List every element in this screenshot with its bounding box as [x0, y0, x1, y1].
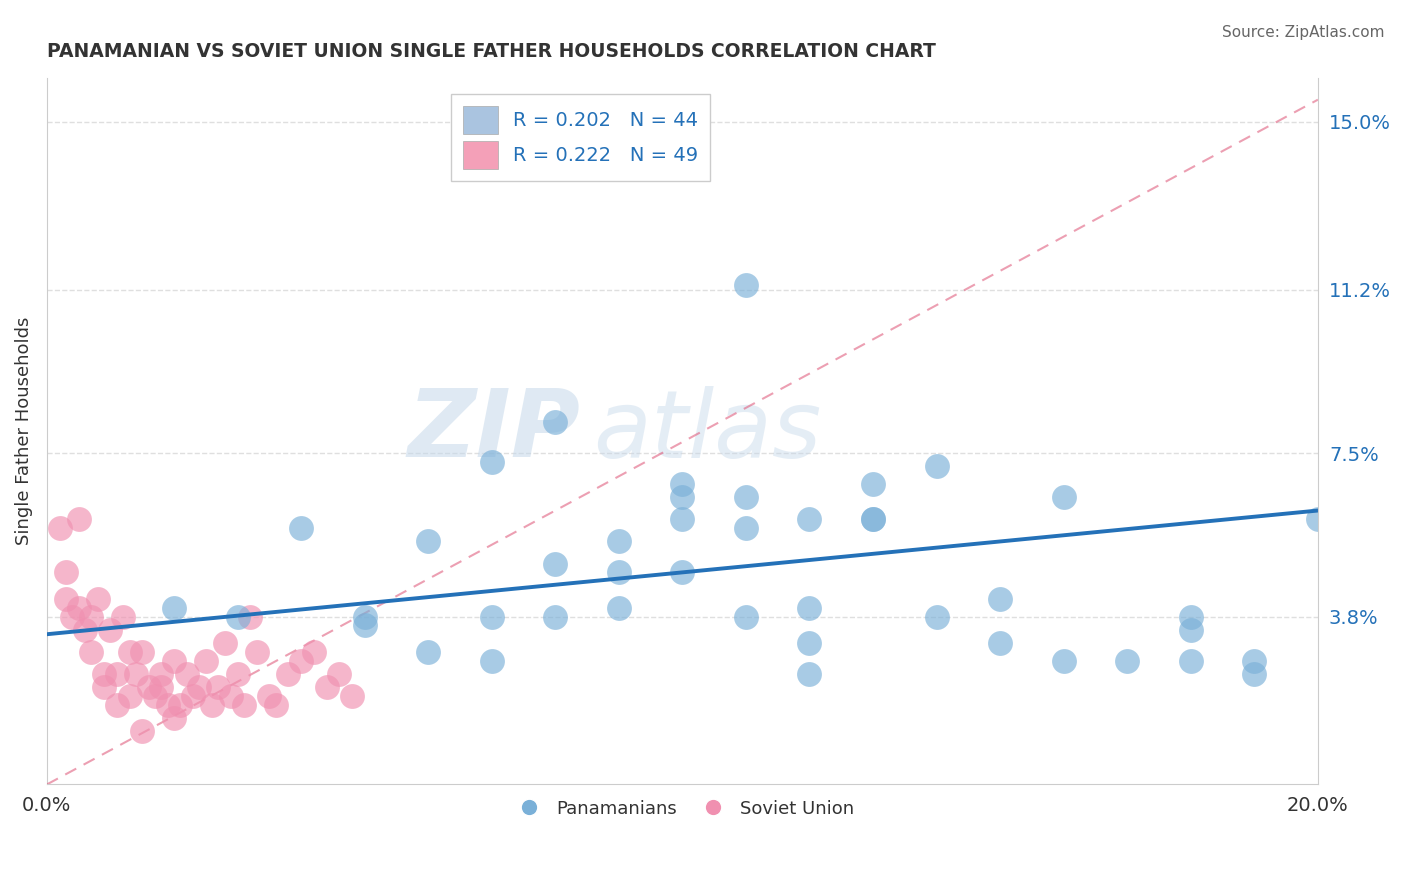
Point [188, 680, 211, 694]
Point [131, 645, 153, 659]
Point [1116, 654, 1139, 668]
Point [1243, 667, 1265, 681]
Point [988, 636, 1011, 650]
Point [544, 415, 567, 429]
Point [55, 591, 77, 606]
Point [799, 512, 821, 526]
Point [290, 521, 312, 535]
Point [1180, 654, 1202, 668]
Point [353, 609, 375, 624]
Point [1180, 623, 1202, 637]
Point [315, 680, 337, 694]
Point [264, 698, 287, 712]
Point [328, 667, 350, 681]
Text: PANAMANIAN VS SOVIET UNION SINGLE FATHER HOUSEHOLDS CORRELATION CHART: PANAMANIAN VS SOVIET UNION SINGLE FATHER… [46, 42, 936, 61]
Text: Source: ZipAtlas.com: Source: ZipAtlas.com [1222, 25, 1385, 40]
Point [93, 680, 115, 694]
Point [735, 521, 758, 535]
Point [112, 609, 135, 624]
Text: atlas: atlas [593, 385, 821, 476]
Point [87, 591, 110, 606]
Point [481, 455, 503, 469]
Point [544, 557, 567, 571]
Point [246, 645, 269, 659]
Point [55, 566, 77, 580]
Y-axis label: Single Father Households: Single Father Households [15, 317, 32, 545]
Point [735, 609, 758, 624]
Point [125, 667, 148, 681]
Point [1243, 654, 1265, 668]
Point [671, 477, 693, 491]
Point [48, 521, 70, 535]
Point [1306, 512, 1329, 526]
Point [118, 689, 141, 703]
Point [214, 636, 236, 650]
Point [671, 566, 693, 580]
Point [219, 689, 242, 703]
Point [105, 698, 128, 712]
Point [163, 654, 186, 668]
Point [226, 667, 249, 681]
Point [226, 609, 249, 624]
Point [671, 512, 693, 526]
Point [799, 600, 821, 615]
Point [418, 534, 440, 549]
Point [80, 645, 103, 659]
Point [277, 667, 299, 681]
Point [131, 724, 153, 739]
Point [481, 609, 503, 624]
Point [862, 512, 884, 526]
Point [735, 278, 758, 293]
Point [118, 645, 141, 659]
Point [418, 645, 440, 659]
Point [862, 477, 884, 491]
Point [143, 689, 166, 703]
Point [80, 609, 103, 624]
Point [259, 689, 281, 703]
Point [607, 600, 630, 615]
Point [1053, 490, 1076, 504]
Point [1180, 609, 1202, 624]
Point [353, 618, 375, 632]
Point [207, 680, 229, 694]
Point [671, 490, 693, 504]
Point [799, 667, 821, 681]
Point [176, 667, 198, 681]
Point [67, 600, 90, 615]
Point [194, 654, 217, 668]
Point [150, 680, 173, 694]
Point [302, 645, 325, 659]
Point [607, 566, 630, 580]
Point [181, 689, 204, 703]
Point [290, 654, 312, 668]
Text: ZIP: ZIP [408, 385, 581, 477]
Point [239, 609, 262, 624]
Point [73, 623, 96, 637]
Point [163, 711, 186, 725]
Point [862, 512, 884, 526]
Point [232, 698, 254, 712]
Point [163, 600, 186, 615]
Point [988, 591, 1011, 606]
Point [481, 654, 503, 668]
Point [340, 689, 363, 703]
Point [799, 636, 821, 650]
Point [1053, 654, 1076, 668]
Point [544, 609, 567, 624]
Point [925, 459, 948, 474]
Point [201, 698, 224, 712]
Point [735, 490, 758, 504]
Legend: Panamanians, Soviet Union: Panamanians, Soviet Union [503, 792, 862, 825]
Point [105, 667, 128, 681]
Point [100, 623, 122, 637]
Point [60, 609, 83, 624]
Point [169, 698, 191, 712]
Point [156, 698, 179, 712]
Point [607, 534, 630, 549]
Point [138, 680, 160, 694]
Point [925, 609, 948, 624]
Point [93, 667, 115, 681]
Point [67, 512, 90, 526]
Point [150, 667, 173, 681]
